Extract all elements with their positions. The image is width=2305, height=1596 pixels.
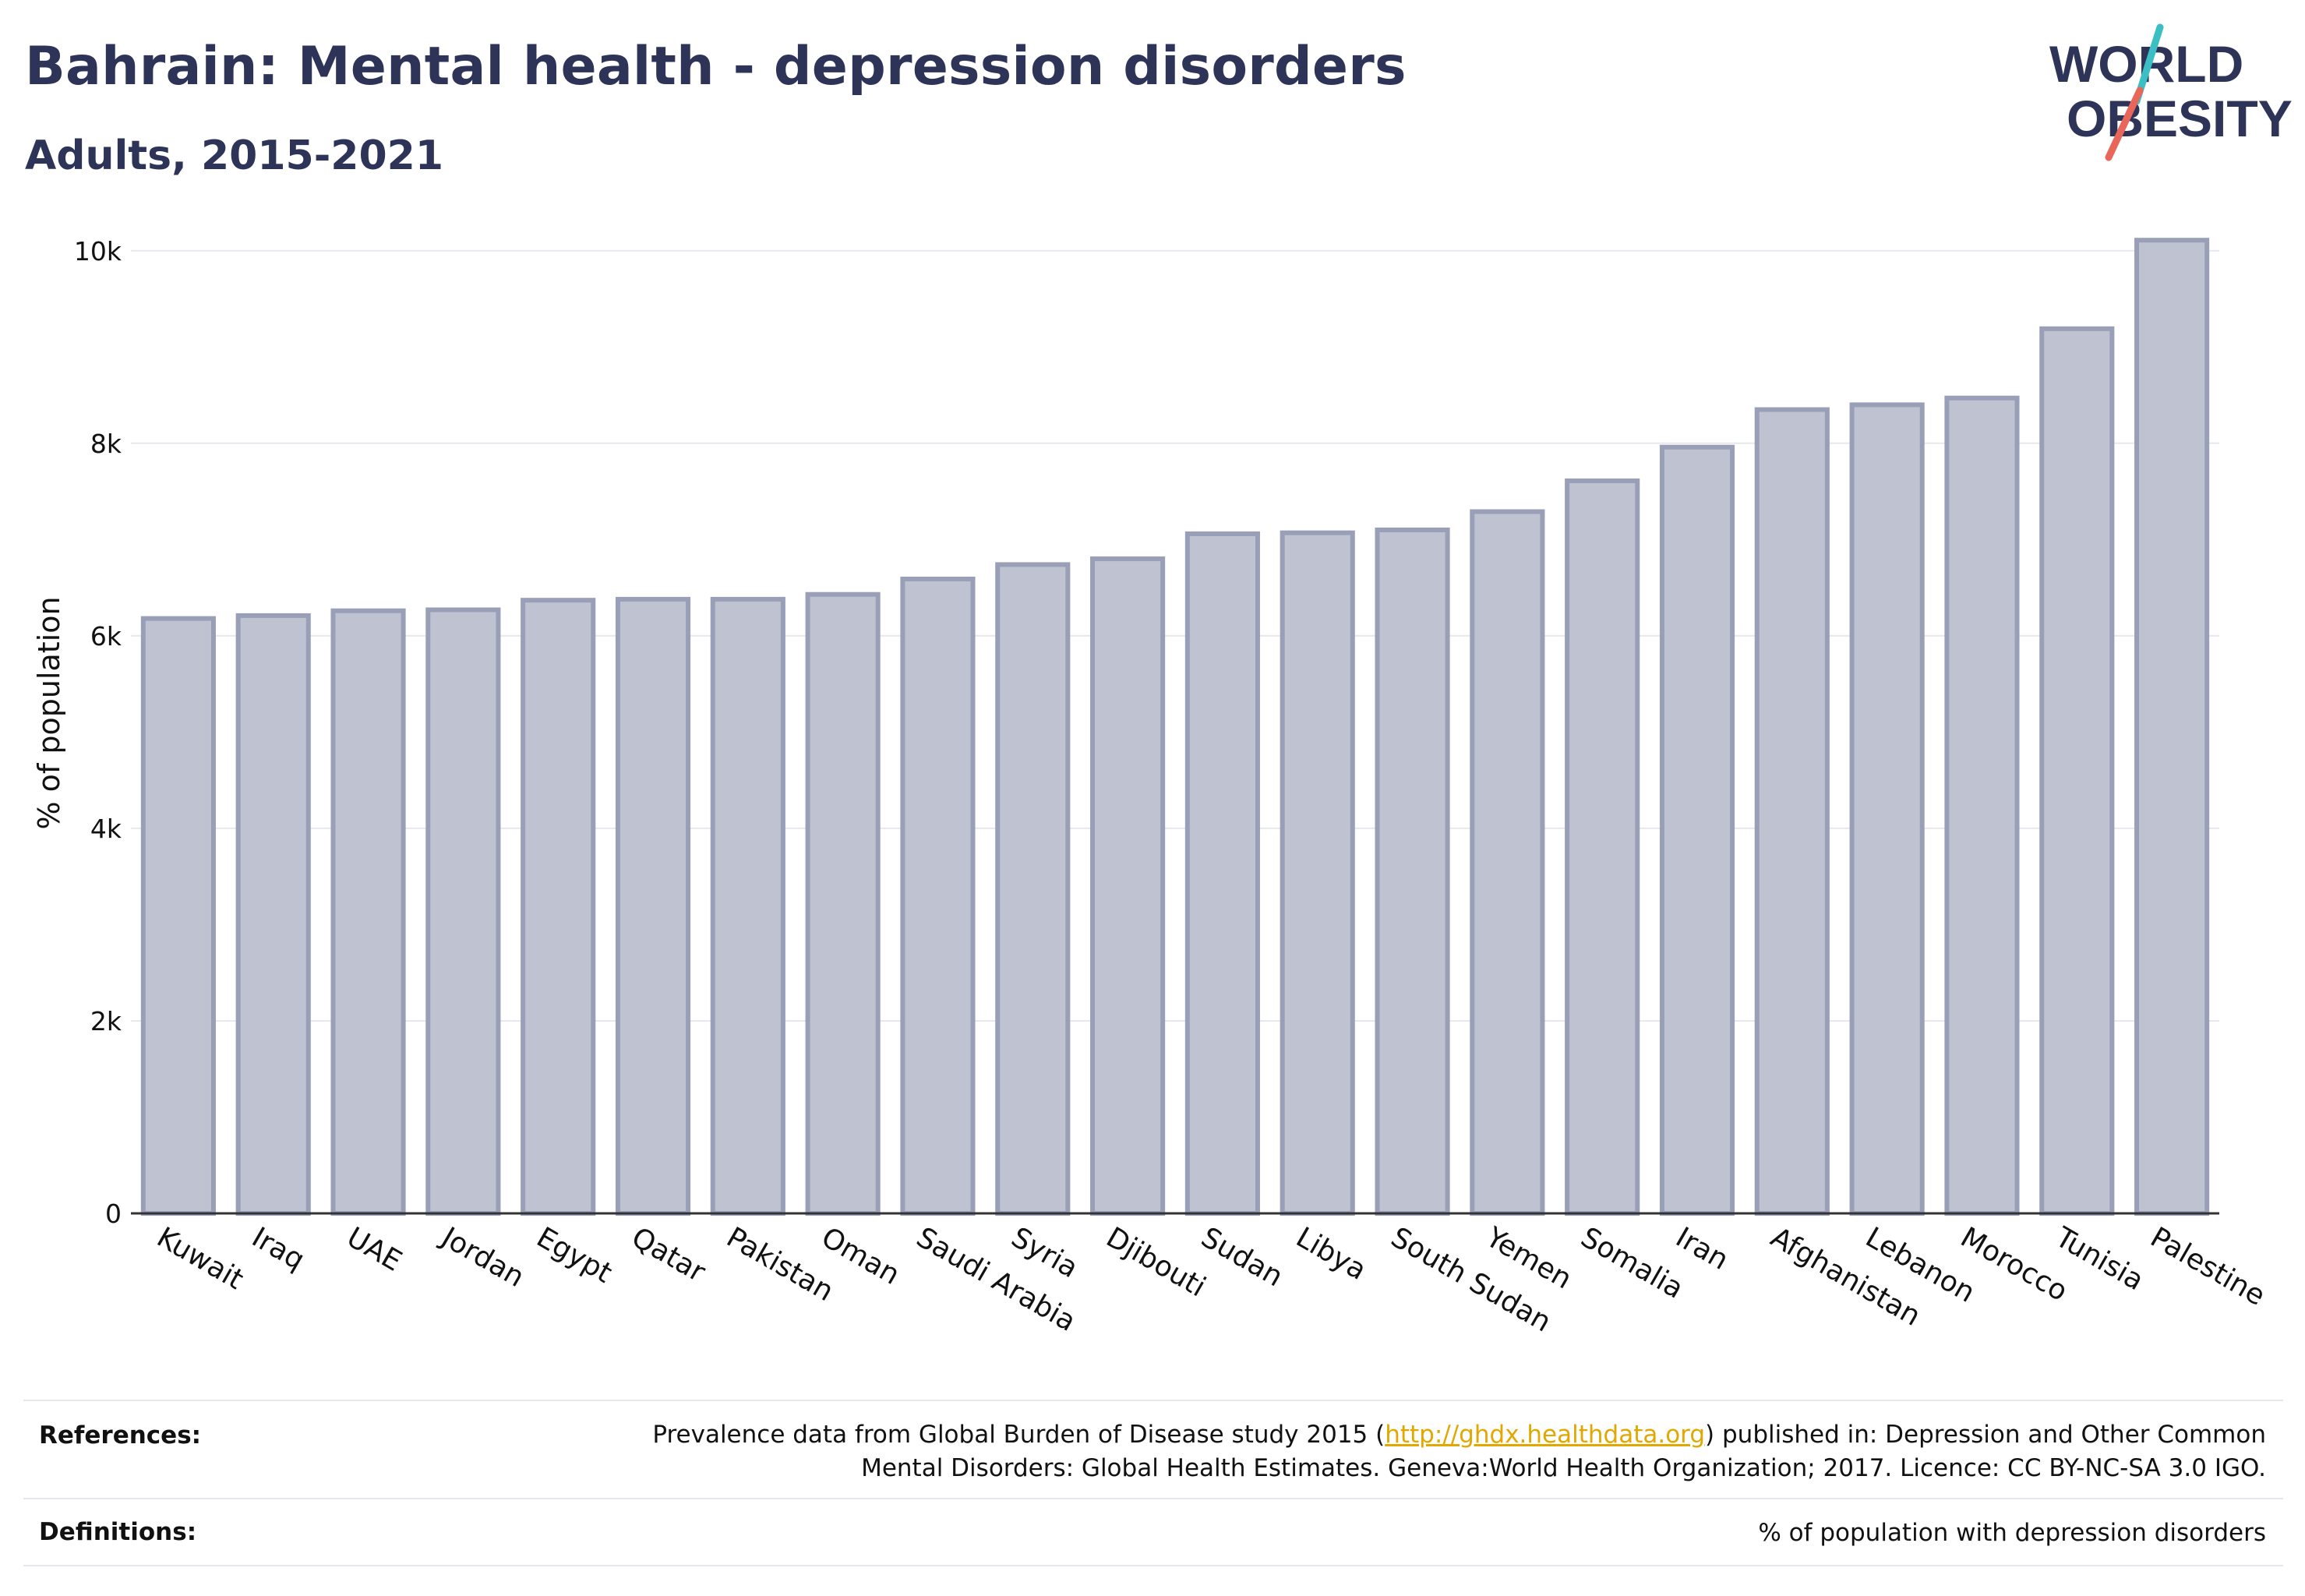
- bars: [140, 238, 2210, 1216]
- x-tick-label: Iraq: [246, 1221, 309, 1276]
- bar-tunisia: [2039, 326, 2115, 1216]
- bar-jordan: [425, 607, 501, 1216]
- bar-libya: [1280, 530, 1355, 1216]
- bar-pakistan: [710, 596, 785, 1216]
- y-tick-label: 6k: [90, 621, 122, 651]
- definitions-section: Definitions: % of population with depres…: [23, 1510, 2283, 1557]
- x-tick-label: Iran: [1671, 1221, 1734, 1276]
- bar-somalia: [1565, 478, 1640, 1216]
- bar-oman: [805, 591, 881, 1216]
- x-tick-label: Jordan: [435, 1220, 529, 1294]
- bar-syria: [995, 562, 1071, 1216]
- bar-djibouti: [1090, 556, 1166, 1216]
- bar-kuwait: [140, 616, 216, 1216]
- bar-uae: [330, 608, 406, 1216]
- x-tick-label: South Sudan: [1385, 1221, 1556, 1338]
- references-label: References:: [39, 1421, 202, 1449]
- page-title: Bahrain: Mental health - depression diso…: [25, 36, 1407, 97]
- bar-palestine: [2134, 238, 2210, 1216]
- x-tick-label: Egypt: [531, 1221, 617, 1289]
- y-tick-label: 10k: [74, 236, 122, 267]
- bar-sudan: [1184, 531, 1260, 1216]
- x-tick-label: Sudan: [1195, 1221, 1288, 1293]
- references-section: References: Prevalence data from Global …: [23, 1412, 2283, 1490]
- y-axis-label: % of population: [32, 596, 66, 829]
- bar-iran: [1659, 444, 1735, 1216]
- bar-morocco: [1944, 395, 2020, 1216]
- bar-lebanon: [1849, 402, 1925, 1216]
- footer-divider-top: [23, 1400, 2283, 1401]
- references-text-after: ) published in: Depression and Other Com…: [1705, 1421, 2266, 1449]
- bar-egypt: [521, 598, 596, 1216]
- y-tick-label: 2k: [90, 1006, 122, 1036]
- y-tick-label: 8k: [90, 429, 122, 459]
- x-tick-label: Palestine: [2145, 1221, 2271, 1312]
- y-axis-ticks: 0 2k 4k 6k 8k 10k: [74, 236, 122, 1229]
- bar-qatar: [615, 596, 691, 1216]
- x-tick-label: Somalia: [1576, 1221, 1689, 1305]
- x-tick-label: Saudi Arabia: [911, 1221, 1081, 1338]
- references-link[interactable]: http://ghdx.healthdata.org: [1385, 1421, 1706, 1449]
- logo-slash-red: [2105, 87, 2144, 161]
- world-obesity-logo: WORLD OBESITY: [2049, 23, 2293, 161]
- x-tick-label: UAE: [341, 1221, 407, 1277]
- footer-divider-middle: [23, 1498, 2283, 1499]
- definitions-text: % of population with depression disorder…: [1758, 1519, 2266, 1547]
- references-text: Prevalence data from Global Burden of Di…: [652, 1418, 2266, 1485]
- x-tick-label: Qatar: [627, 1221, 711, 1288]
- x-tick-label: Kuwait: [151, 1221, 249, 1296]
- bar-afghanistan: [1754, 407, 1830, 1216]
- bar-iraq: [235, 613, 311, 1216]
- logo-line2: OBESITY: [2067, 90, 2293, 147]
- bar-south-sudan: [1375, 527, 1450, 1216]
- page-subtitle: Adults, 2015-2021: [25, 132, 444, 179]
- footer-divider-bottom: [23, 1565, 2283, 1566]
- bar-yemen: [1470, 509, 1545, 1216]
- x-tick-label: Djibouti: [1101, 1221, 1211, 1303]
- bar-saudi-arabia: [900, 576, 976, 1216]
- x-tick-label: Libya: [1290, 1221, 1371, 1287]
- definitions-label: Definitions:: [39, 1518, 197, 1546]
- references-text-before: Prevalence data from Global Burden of Di…: [652, 1421, 1385, 1449]
- x-tick-label: Morocco: [1955, 1221, 2073, 1308]
- y-tick-label: 0: [105, 1199, 122, 1229]
- y-tick-label: 4k: [90, 814, 122, 844]
- references-text-line2: Mental Disorders: Global Health Estimate…: [861, 1454, 2266, 1482]
- x-tick-label: Pakistan: [721, 1221, 838, 1308]
